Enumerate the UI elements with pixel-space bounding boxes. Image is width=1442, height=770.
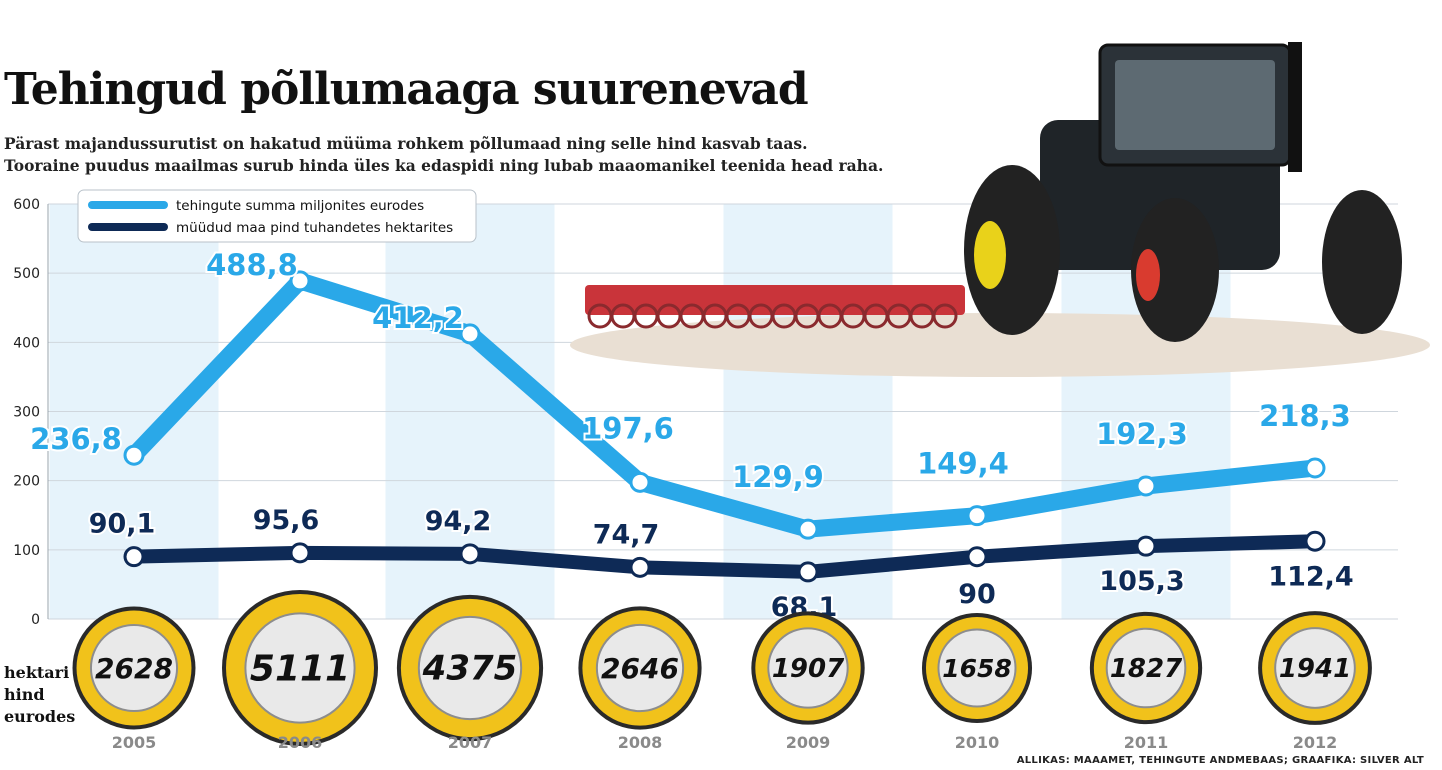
coin-center [89, 623, 179, 713]
data-label: 192,3 [1096, 417, 1188, 451]
x-tick-label: 2011 [1124, 733, 1169, 752]
tractor-illustration [570, 42, 1430, 377]
data-point [1304, 457, 1326, 479]
exhaust-pipe [1288, 42, 1302, 172]
price-coin: 1907 [751, 611, 865, 725]
series-line-area [127, 534, 1322, 579]
price-coin: 4375 [396, 594, 544, 742]
coin-value-label: 1907 [772, 654, 845, 684]
coin-value-label: 1658 [942, 654, 1012, 683]
x-tick-label: 2009 [786, 733, 831, 752]
coin-center [1274, 627, 1356, 709]
price-coin: 1658 [921, 612, 1033, 724]
data-point [797, 518, 819, 540]
coin-center [595, 623, 685, 713]
data-label: 129,9 [732, 460, 824, 494]
x-tick-label: 2008 [618, 733, 663, 752]
data-point [1135, 475, 1157, 497]
page-subtitle: Pärast majandussurutist on hakatud müüma… [4, 134, 884, 175]
x-tick-label: 2012 [1293, 733, 1338, 752]
data-point [966, 546, 988, 568]
price-coin: 2646 [578, 606, 702, 730]
tractor-window [1115, 60, 1275, 150]
price-coin: 1941 [1258, 611, 1372, 725]
data-point [123, 444, 145, 466]
tractor-wheel [1131, 198, 1219, 342]
y-tick-label: 300 [13, 405, 40, 421]
price-coin: 5111 [222, 590, 378, 746]
data-label: 90 [958, 579, 996, 610]
y-tick-label: 500 [13, 266, 40, 282]
tractor-wheel [1322, 190, 1402, 334]
page-title: Tehingud põllumaaga suurenevad [4, 64, 809, 115]
data-label: 94,2 [425, 506, 492, 537]
source-credit: ALLIKAS: MAAAMET, TEHINGUTE ANDMEBAAS; G… [1016, 755, 1424, 766]
coin-center [1105, 627, 1187, 709]
data-label: 218,3 [1259, 399, 1351, 433]
y-tick-label: 100 [13, 543, 40, 559]
x-tick-label: 2005 [112, 733, 157, 752]
data-label: 236,8 [30, 422, 122, 456]
x-tick-label: 2010 [955, 733, 1000, 752]
wheel-hub [1136, 249, 1160, 301]
soil-shadow [570, 313, 1430, 377]
data-label: 105,3 [1099, 566, 1184, 597]
coin-value-label: 1827 [1110, 654, 1183, 684]
data-point [629, 471, 651, 493]
data-point [289, 270, 311, 292]
price-coin: 2628 [72, 606, 196, 730]
data-label: 95,6 [253, 505, 320, 536]
coin-value-label: 2628 [95, 652, 173, 685]
data-label: 412,2 [372, 301, 464, 335]
coin-value-label: 1941 [1279, 654, 1351, 684]
legend-label: tehingute summa miljonites eurodes [176, 198, 424, 214]
coin-center [244, 612, 356, 724]
data-point [459, 323, 481, 345]
data-label: 74,7 [593, 519, 660, 550]
coin-caption-line: eurodes [4, 707, 76, 726]
legend-box [77, 189, 477, 243]
legend-label: müüdud maa pind tuhandetes hektarites [176, 220, 453, 236]
data-point [797, 561, 819, 583]
cultivator-disc [932, 303, 958, 329]
y-tick-label: 400 [13, 335, 40, 351]
data-point [629, 556, 651, 578]
data-point [459, 543, 481, 565]
data-point [123, 546, 145, 568]
coin-value-label: 4375 [422, 649, 518, 689]
wheel-hub [974, 221, 1006, 289]
coin-caption-line: hektari [4, 663, 70, 682]
series-line-sum [125, 272, 1324, 538]
coin-value-label: 2646 [601, 652, 679, 685]
data-label: 149,4 [917, 447, 1009, 481]
legend: tehingute summa miljonites eurodes müüdud… [77, 189, 477, 243]
y-tick-label: 600 [13, 197, 40, 213]
x-tick-label: 2007 [448, 733, 493, 752]
data-label: 197,6 [582, 411, 674, 445]
data-point [966, 505, 988, 527]
x-tick-label: 2006 [278, 733, 323, 752]
data-label: 90,1 [89, 509, 156, 540]
y-tick-label: 200 [13, 474, 40, 490]
data-point [1304, 530, 1326, 552]
coin-center [937, 628, 1017, 708]
coin-center [767, 627, 849, 709]
y-tick-label: 0 [31, 612, 40, 628]
data-point [1135, 535, 1157, 557]
coin-caption: hektari hind eurodes [4, 662, 75, 728]
data-label: 488,8 [206, 248, 298, 282]
coin-value-label: 5111 [250, 648, 350, 689]
tractor-wheel [964, 165, 1060, 335]
coin-caption-line: hind [4, 685, 45, 704]
price-coin: 1827 [1089, 611, 1203, 725]
data-point [289, 542, 311, 564]
coin-center [417, 615, 523, 721]
data-label: 112,4 [1268, 561, 1353, 592]
